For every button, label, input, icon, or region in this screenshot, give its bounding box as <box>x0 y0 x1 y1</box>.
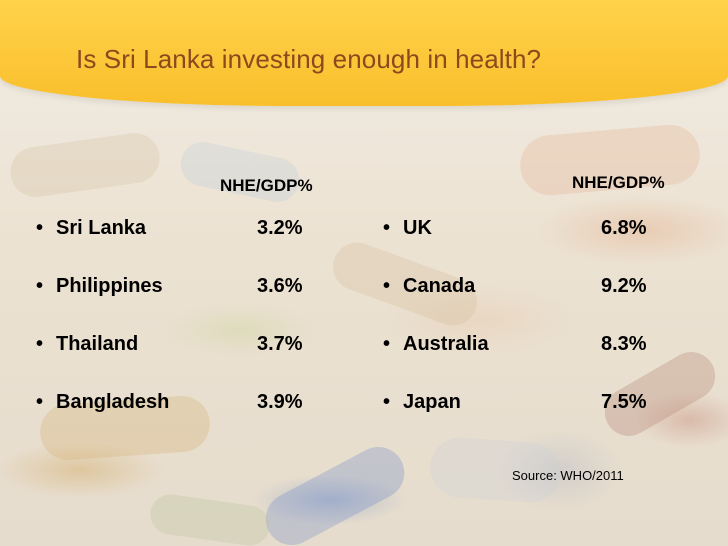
right-row-value: 9.2% <box>601 275 647 297</box>
bullet-icon: • <box>36 333 44 355</box>
right-row: • Japan <box>383 391 461 414</box>
country-name: UK <box>403 217 432 239</box>
right-row-value: 7.5% <box>601 391 647 413</box>
left-row-value: 3.7% <box>257 333 303 355</box>
bullet-icon: • <box>383 217 391 239</box>
bullet-icon: • <box>36 275 44 297</box>
left-column-header: NHE/GDP% <box>220 176 313 195</box>
right-row: • Australia <box>383 333 489 356</box>
country-name: Thailand <box>56 333 139 355</box>
right-row-value: 6.8% <box>601 217 647 239</box>
right-row-value: 8.3% <box>601 333 647 355</box>
right-column-header: NHE/GDP% <box>572 173 665 192</box>
bullet-icon: • <box>383 333 391 355</box>
country-name: Canada <box>403 275 476 297</box>
country-name: Japan <box>403 391 461 413</box>
country-name: Sri Lanka <box>56 217 147 239</box>
left-row: • Thailand <box>36 333 138 356</box>
country-name: Australia <box>403 333 489 355</box>
left-row-value: 3.2% <box>257 217 303 239</box>
bullet-icon: • <box>36 217 44 239</box>
bullet-icon: • <box>383 275 391 297</box>
left-row: • Sri Lanka <box>36 217 146 240</box>
title-banner <box>0 0 728 106</box>
country-name: Bangladesh <box>56 391 170 413</box>
right-row: • Canada <box>383 275 475 298</box>
left-row: • Bangladesh <box>36 391 169 414</box>
left-row: • Philippines <box>36 275 163 298</box>
right-row: • UK <box>383 217 432 240</box>
slide-title: Is Sri Lanka investing enough in health? <box>76 44 542 74</box>
bullet-icon: • <box>36 391 44 413</box>
source-note: Source: WHO/2011 <box>512 468 624 483</box>
country-name: Philippines <box>56 275 163 297</box>
left-row-value: 3.9% <box>257 391 303 413</box>
bullet-icon: • <box>383 391 391 413</box>
left-row-value: 3.6% <box>257 275 303 297</box>
